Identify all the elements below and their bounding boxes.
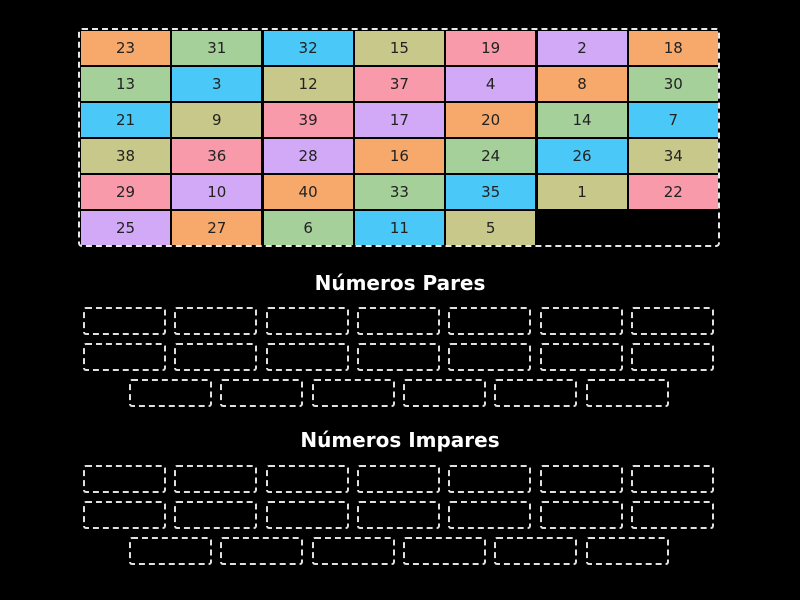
drop-slot[interactable] [83, 343, 166, 371]
drop-slot[interactable] [630, 501, 714, 529]
drop-slot[interactable] [174, 307, 258, 335]
drop-slot[interactable] [356, 501, 440, 529]
group-heading-even: Números Pares [314, 271, 486, 295]
number-tile[interactable]: 22 [628, 175, 718, 209]
drop-slot[interactable] [539, 307, 623, 335]
drop-slot[interactable] [630, 307, 714, 335]
number-tile[interactable]: 16 [354, 139, 444, 173]
number-tile[interactable]: 2 [537, 31, 627, 65]
drop-slot[interactable] [83, 307, 166, 335]
drop-slot[interactable] [220, 379, 304, 407]
number-tile[interactable]: 29 [81, 175, 170, 209]
drop-slot[interactable] [402, 537, 486, 565]
drop-slot[interactable] [265, 465, 349, 493]
drop-slot[interactable] [83, 465, 166, 493]
drop-slot[interactable] [356, 343, 440, 371]
number-tile[interactable]: 28 [263, 139, 353, 173]
number-tile[interactable]: 23 [81, 31, 170, 65]
number-tile[interactable]: 25 [81, 211, 170, 245]
drop-slot[interactable] [630, 343, 714, 371]
number-tile[interactable]: 18 [628, 31, 718, 65]
number-tile[interactable]: 5 [446, 211, 536, 245]
number-tile[interactable]: 14 [537, 103, 627, 137]
drop-slot[interactable] [585, 379, 669, 407]
number-tile[interactable]: 34 [628, 139, 718, 173]
number-tile[interactable]: 30 [628, 67, 718, 101]
number-tile[interactable]: 24 [446, 139, 536, 173]
number-tile[interactable]: 37 [354, 67, 444, 101]
number-tile[interactable]: 32 [263, 31, 353, 65]
drop-slot[interactable] [494, 379, 578, 407]
drop-slot[interactable] [448, 501, 532, 529]
number-tile[interactable]: 39 [263, 103, 353, 137]
number-tile[interactable]: 4 [446, 67, 536, 101]
number-tile[interactable]: 1 [537, 175, 627, 209]
drop-slot[interactable] [585, 537, 669, 565]
drop-slot[interactable] [539, 501, 623, 529]
number-tile[interactable]: 10 [172, 175, 262, 209]
number-tile[interactable]: 3 [172, 67, 262, 101]
number-tile[interactable]: 8 [537, 67, 627, 101]
number-tile[interactable]: 7 [628, 103, 718, 137]
drop-slot[interactable] [83, 501, 166, 529]
number-tile[interactable]: 31 [172, 31, 262, 65]
drop-slot[interactable] [174, 343, 258, 371]
drop-slot[interactable] [630, 465, 714, 493]
number-tile[interactable]: 35 [446, 175, 536, 209]
number-tile[interactable]: 12 [263, 67, 353, 101]
number-tile[interactable]: 27 [172, 211, 262, 245]
drop-slot[interactable] [356, 307, 440, 335]
number-tile[interactable]: 26 [537, 139, 627, 173]
drop-slot[interactable] [265, 343, 349, 371]
number-tile[interactable]: 17 [354, 103, 444, 137]
drop-slot[interactable] [265, 307, 349, 335]
number-tile[interactable]: 13 [81, 67, 170, 101]
number-tile[interactable]: 36 [172, 139, 262, 173]
drop-slot[interactable] [356, 465, 440, 493]
number-tile[interactable]: 20 [446, 103, 536, 137]
number-tile[interactable]: 19 [446, 31, 536, 65]
drop-slot[interactable] [220, 537, 304, 565]
number-tile[interactable]: 6 [263, 211, 353, 245]
drop-slot[interactable] [311, 537, 395, 565]
number-tile[interactable]: 15 [354, 31, 444, 65]
number-tile[interactable]: 38 [81, 139, 170, 173]
drop-slot[interactable] [129, 537, 212, 565]
number-tile[interactable]: 21 [81, 103, 170, 137]
drop-slot[interactable] [265, 501, 349, 529]
drop-slot[interactable] [174, 465, 258, 493]
number-tile[interactable]: 9 [172, 103, 262, 137]
drop-slot[interactable] [174, 501, 258, 529]
number-tile[interactable]: 40 [263, 175, 353, 209]
drop-slot[interactable] [448, 307, 532, 335]
group-heading-odd: Números Impares [300, 428, 500, 452]
number-tile[interactable]: 11 [354, 211, 444, 245]
drop-slot[interactable] [539, 343, 623, 371]
drop-slot[interactable] [402, 379, 486, 407]
drop-slot[interactable] [448, 465, 532, 493]
number-tile[interactable]: 33 [354, 175, 444, 209]
drop-slot[interactable] [129, 379, 212, 407]
tile-pool [78, 28, 720, 247]
drop-slot[interactable] [539, 465, 623, 493]
drop-slot[interactable] [311, 379, 395, 407]
drop-slot[interactable] [448, 343, 532, 371]
drop-slot[interactable] [494, 537, 578, 565]
